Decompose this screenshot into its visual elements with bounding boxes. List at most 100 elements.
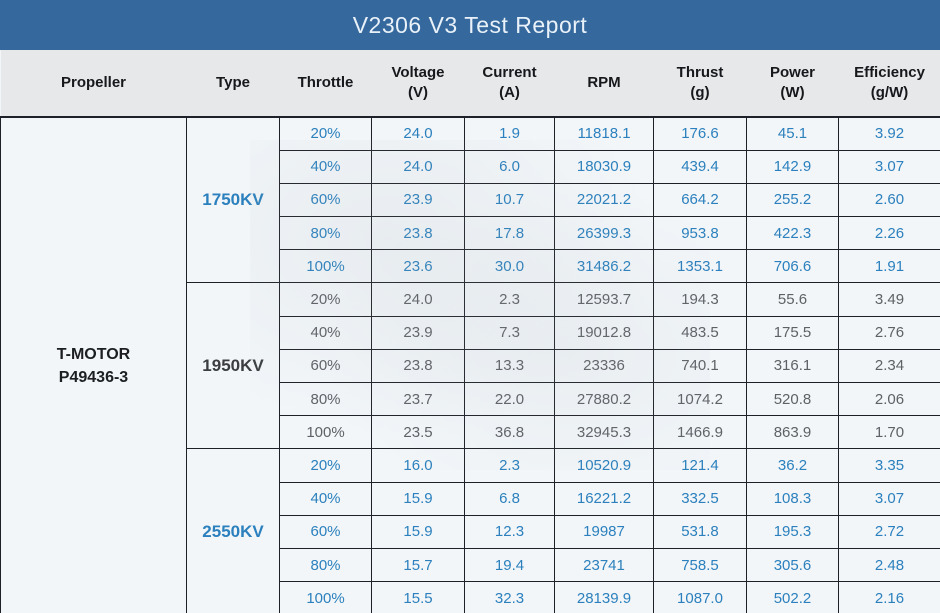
efficiency-cell: 3.35 xyxy=(838,448,940,483)
column-unit: (g/W) xyxy=(870,84,909,101)
efficiency-cell: 2.34 xyxy=(838,348,940,384)
current-cell: 6.0 xyxy=(464,149,555,184)
voltage-cell: 23.8 xyxy=(371,216,465,251)
table-row: 60% 23.9 10.7 22021.2 664.2 255.2 2.60 xyxy=(1,182,940,218)
table-row: 40% 23.9 7.3 19012.8 483.5 175.5 2.76 xyxy=(1,315,940,350)
voltage-cell: 15.9 xyxy=(371,481,465,516)
rpm-cell: 27880.2 xyxy=(554,381,654,417)
column-header-type: Type xyxy=(186,50,280,118)
column-header-propeller: Propeller xyxy=(0,50,187,118)
table-row: 40% 15.9 6.8 16221.2 332.5 108.3 3.07 xyxy=(1,481,940,516)
current-cell: 7.3 xyxy=(464,315,555,350)
throttle-cell: 60% xyxy=(279,514,372,549)
thrust-cell: 439.4 xyxy=(653,149,747,184)
thrust-cell: 121.4 xyxy=(653,448,747,483)
efficiency-cell: 2.76 xyxy=(838,315,940,350)
current-cell: 17.8 xyxy=(464,216,555,251)
throttle-cell: 80% xyxy=(279,547,372,583)
current-cell: 2.3 xyxy=(464,282,555,317)
thrust-cell: 664.2 xyxy=(653,182,747,218)
column-header-voltage: Voltage (V) xyxy=(371,50,465,118)
voltage-cell: 23.6 xyxy=(371,249,465,284)
thrust-cell: 1353.1 xyxy=(653,249,747,284)
propeller-name-line2: P49436-3 xyxy=(58,369,129,387)
rpm-cell: 11818.1 xyxy=(554,116,654,151)
voltage-cell: 24.0 xyxy=(371,116,465,151)
efficiency-cell: 2.48 xyxy=(838,547,940,583)
efficiency-cell: 2.26 xyxy=(838,216,940,251)
power-cell: 255.2 xyxy=(746,182,839,218)
rpm-cell: 19987 xyxy=(554,514,654,549)
thrust-cell: 953.8 xyxy=(653,216,747,251)
rpm-cell: 26399.3 xyxy=(554,216,654,251)
power-cell: 316.1 xyxy=(746,348,839,384)
rpm-cell: 22021.2 xyxy=(554,182,654,218)
efficiency-cell: 3.92 xyxy=(838,116,940,151)
test-report-table: Propeller Type Throttle Voltage (V) Curr… xyxy=(0,50,940,613)
propeller-cell: T-MOTOR P49436-3 xyxy=(0,116,187,613)
column-label: Efficiency xyxy=(854,63,925,81)
table-row: 80% 15.7 19.4 23741 758.5 305.6 2.48 xyxy=(1,547,940,583)
throttle-cell: 80% xyxy=(279,381,372,417)
voltage-cell: 23.8 xyxy=(371,348,465,384)
propeller-name-line1: T-MOTOR xyxy=(56,345,131,363)
motor-type-cell: 1750KV xyxy=(186,116,280,284)
power-cell: 36.2 xyxy=(746,448,839,483)
throttle-cell: 100% xyxy=(279,581,372,613)
throttle-cell: 20% xyxy=(279,116,372,151)
voltage-cell: 23.7 xyxy=(371,381,465,417)
power-cell: 863.9 xyxy=(746,415,839,450)
throttle-cell: 40% xyxy=(279,315,372,350)
efficiency-cell: 3.07 xyxy=(838,149,940,184)
efficiency-cell: 3.07 xyxy=(838,481,940,516)
table-header: Propeller Type Throttle Voltage (V) Curr… xyxy=(0,50,940,118)
throttle-cell: 60% xyxy=(279,348,372,384)
column-label: Power xyxy=(769,63,815,81)
rpm-cell: 31486.2 xyxy=(554,249,654,284)
throttle-cell: 60% xyxy=(279,182,372,218)
rpm-cell: 10520.9 xyxy=(554,448,654,483)
rpm-cell: 16221.2 xyxy=(554,481,654,516)
thrust-cell: 1074.2 xyxy=(653,381,747,417)
throttle-cell: 100% xyxy=(279,415,372,450)
power-cell: 305.6 xyxy=(746,547,839,583)
current-cell: 2.3 xyxy=(464,448,555,483)
voltage-cell: 23.9 xyxy=(371,315,465,350)
table-row: 100% 15.5 32.3 28139.9 1087.0 502.2 2.16 xyxy=(1,581,940,613)
table-row: 40% 24.0 6.0 18030.9 439.4 142.9 3.07 xyxy=(1,149,940,184)
current-cell: 19.4 xyxy=(464,547,555,583)
table-row: 100% 23.6 30.0 31486.2 1353.1 706.6 1.91 xyxy=(1,249,940,284)
current-cell: 12.3 xyxy=(464,514,555,549)
power-cell: 175.5 xyxy=(746,315,839,350)
throttle-cell: 40% xyxy=(279,481,372,516)
power-cell: 502.2 xyxy=(746,581,839,613)
table-row: T-MOTOR P49436-3 1750KV 20% 24.0 1.9 11818.1 17… xyxy=(0,116,940,613)
thrust-cell: 1087.0 xyxy=(653,581,747,613)
column-unit: (V) xyxy=(408,84,428,101)
rpm-cell: 12593.7 xyxy=(554,282,654,317)
rpm-cell: 19012.8 xyxy=(554,315,654,350)
efficiency-cell: 2.06 xyxy=(838,381,940,417)
current-cell: 10.7 xyxy=(464,182,555,218)
voltage-cell: 16.0 xyxy=(371,448,465,483)
power-cell: 108.3 xyxy=(746,481,839,516)
voltage-cell: 15.7 xyxy=(371,547,465,583)
voltage-cell: 15.5 xyxy=(371,581,465,613)
efficiency-cell: 1.91 xyxy=(838,249,940,284)
rpm-cell: 28139.9 xyxy=(554,581,654,613)
table-row: 80% 23.7 22.0 27880.2 1074.2 520.8 2.06 xyxy=(1,381,940,417)
rpm-cell: 32945.3 xyxy=(554,415,654,450)
thrust-cell: 740.1 xyxy=(653,348,747,384)
power-cell: 142.9 xyxy=(746,149,839,184)
column-label: Type xyxy=(216,73,250,91)
column-unit: (W) xyxy=(780,84,805,101)
current-cell: 13.3 xyxy=(464,348,555,384)
throttle-cell: 80% xyxy=(279,216,372,251)
power-cell: 195.3 xyxy=(746,514,839,549)
table-row: 100% 23.5 36.8 32945.3 1466.9 863.9 1.70 xyxy=(1,415,940,450)
thrust-cell: 531.8 xyxy=(653,514,747,549)
current-cell: 1.9 xyxy=(464,116,555,151)
voltage-cell: 15.9 xyxy=(371,514,465,549)
thrust-cell: 483.5 xyxy=(653,315,747,350)
